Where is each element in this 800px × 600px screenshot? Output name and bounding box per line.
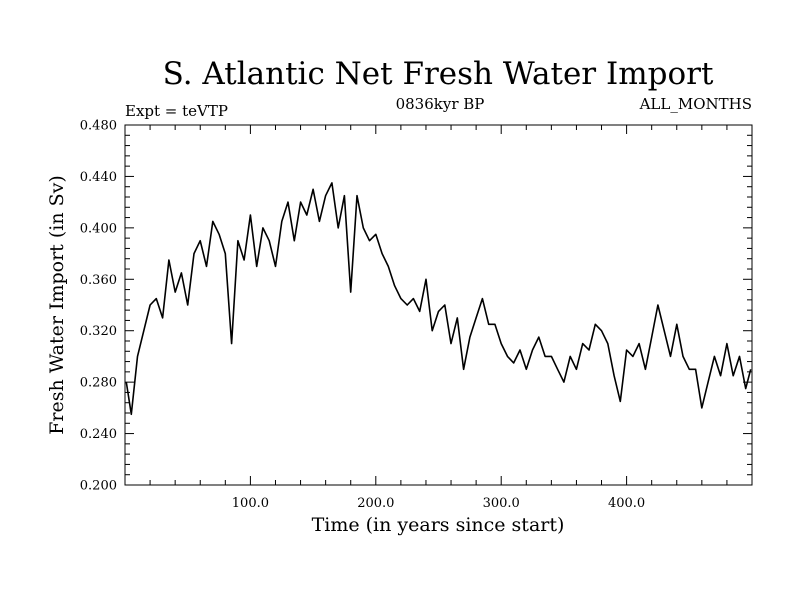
experiment-label: Expt = teVTP	[125, 102, 228, 120]
series-line	[125, 182, 752, 416]
y-axis-label: Fresh Water Import (in Sv)	[46, 175, 68, 435]
y-axis-ticks: 0.200 0.240 0.280 0.320 0.360 0.400 0.440 0.480	[80, 119, 752, 494]
period-label: 0836kyr BP	[396, 95, 485, 113]
y-tick-label: 0.480	[80, 119, 117, 134]
x-tick-label: 100.0	[232, 496, 269, 511]
y-tick-label: 0.320	[80, 324, 117, 339]
chart-title: S. Atlantic Net Fresh Water Import	[163, 56, 714, 92]
y-tick-label: 0.360	[80, 273, 117, 288]
x-tick-label: 400.0	[608, 496, 645, 511]
x-minor-ticks	[149, 125, 728, 485]
y-tick-label: 0.400	[80, 221, 117, 236]
y-tick-label: 0.280	[80, 376, 117, 391]
y-tick-label: 0.240	[80, 427, 117, 442]
x-axis-label: Time (in years since start)	[312, 514, 565, 536]
x-tick-label: 300.0	[483, 496, 520, 511]
x-axis-ticks: 100.0 200.0 300.0 400.0	[232, 125, 645, 511]
x-tick-label: 200.0	[357, 496, 394, 511]
y-minor-ticks	[125, 134, 752, 476]
y-tick-label: 0.440	[80, 170, 117, 185]
months-label: ALL_MONTHS	[639, 95, 752, 113]
y-tick-label: 0.200	[80, 479, 117, 494]
plot-frame	[124, 124, 753, 486]
